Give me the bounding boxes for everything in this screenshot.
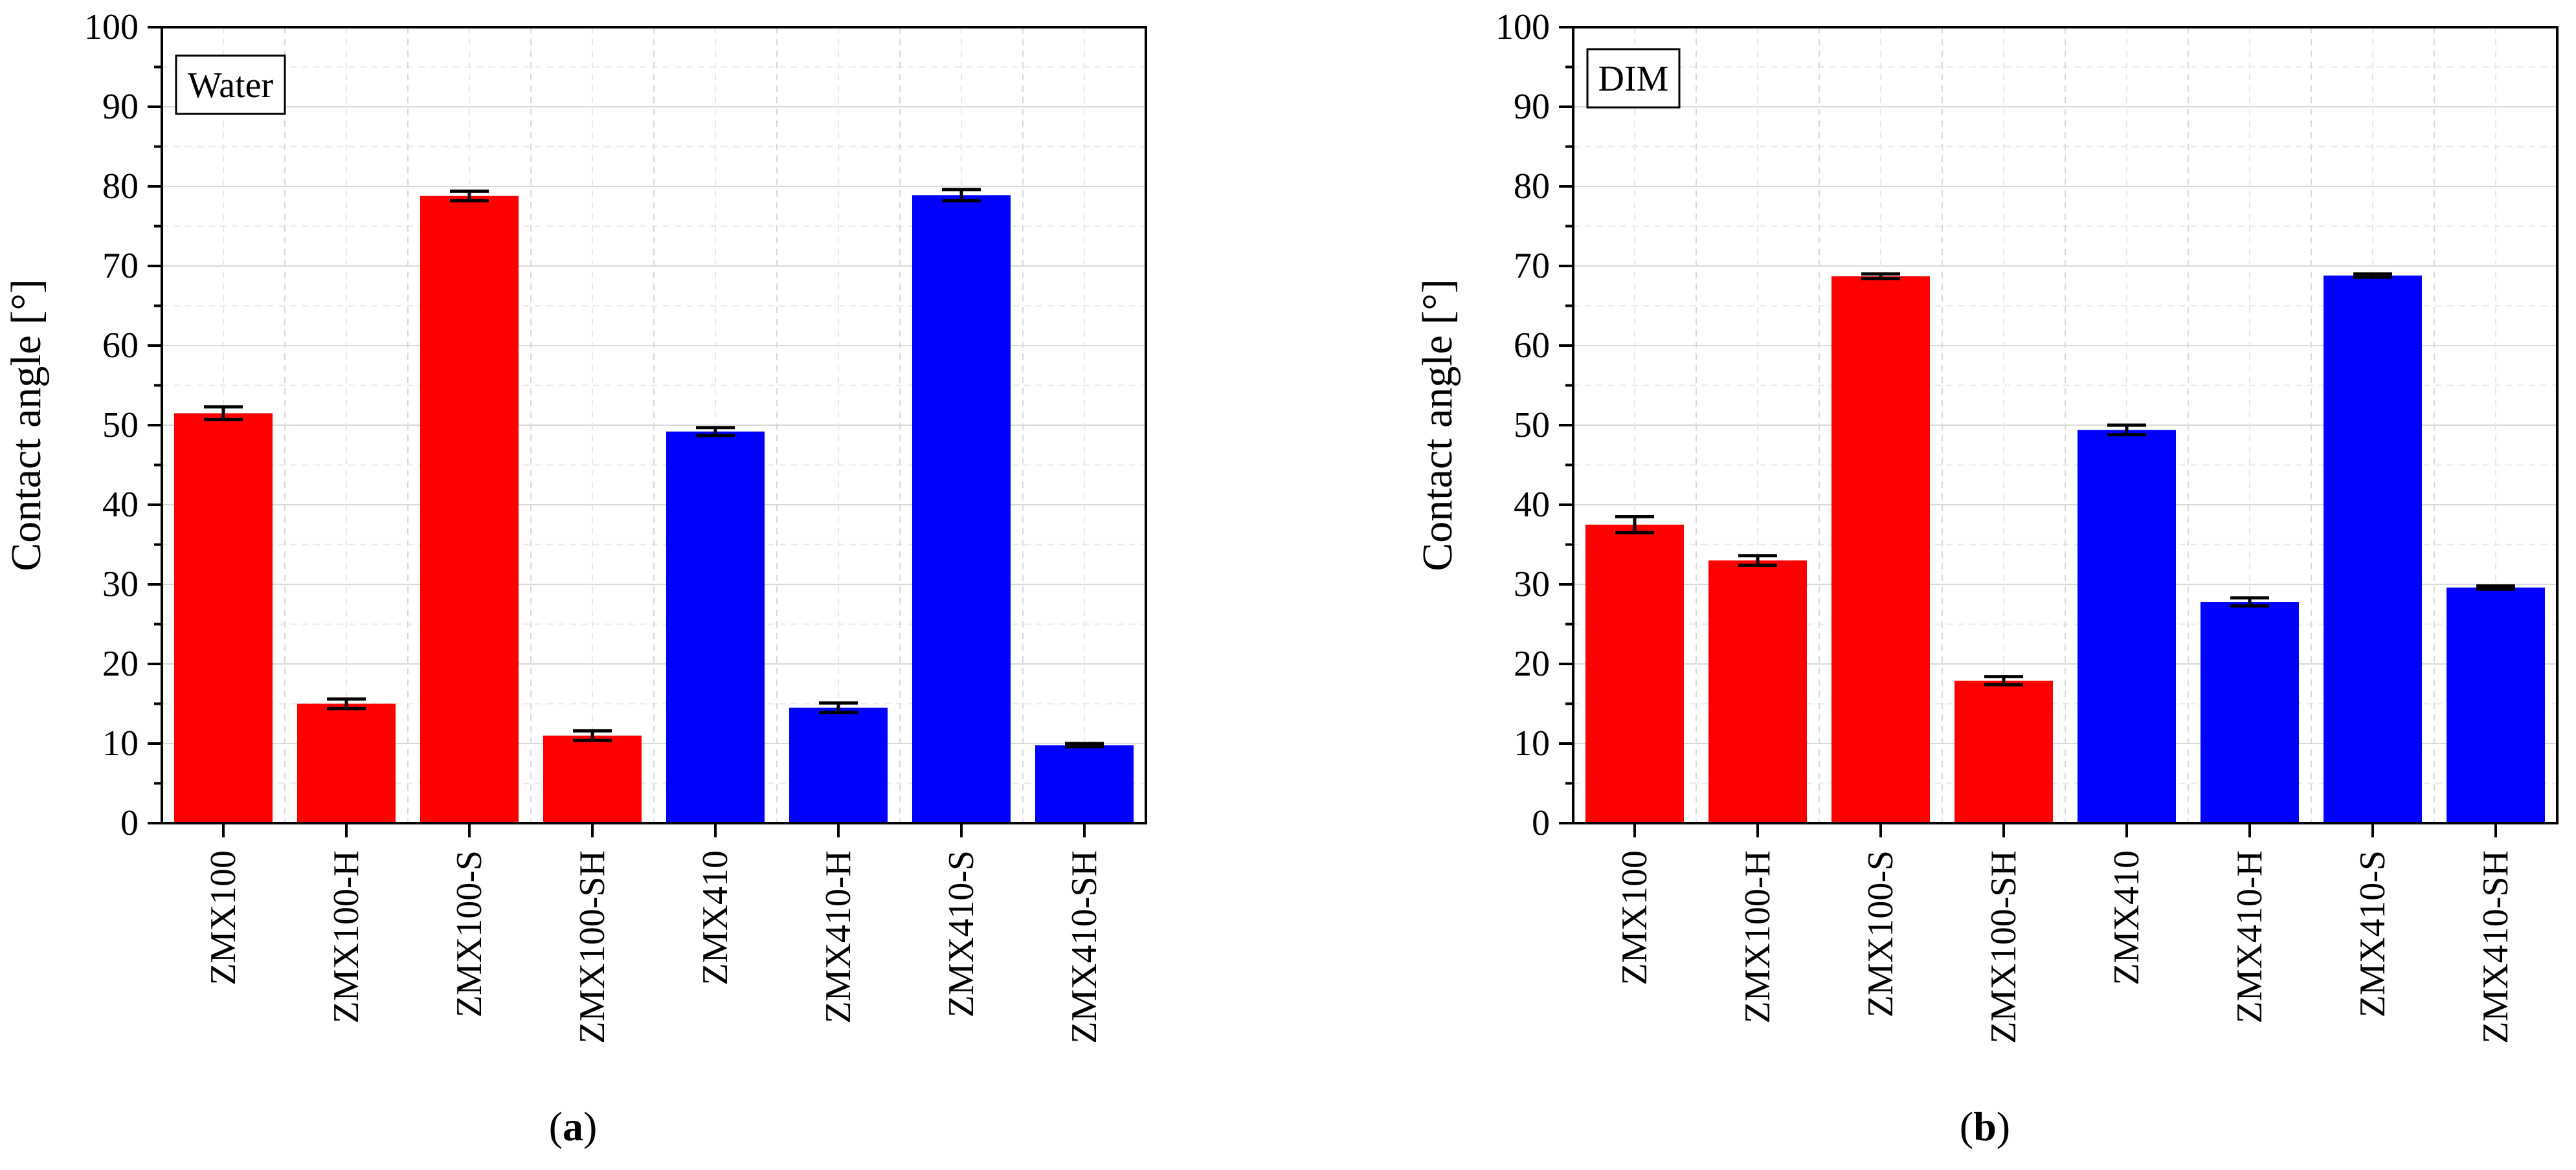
x-tick-label: ZMX410-H bbox=[818, 850, 858, 1024]
y-tick-label: 50 bbox=[102, 405, 139, 445]
x-tick-label: ZMX410 bbox=[695, 850, 735, 985]
x-tick-label: ZMX410-S bbox=[941, 850, 981, 1017]
error-bar-zmx100-sh bbox=[1984, 675, 2023, 687]
x-tick-label: ZMX100-S bbox=[449, 850, 489, 1017]
error-bar-zmx410-sh bbox=[2476, 584, 2515, 591]
x-tick-label: ZMX100-S bbox=[1861, 850, 1901, 1017]
y-tick-label: 80 bbox=[1514, 166, 1550, 206]
bar-zmx100-h bbox=[1708, 560, 1807, 823]
error-bar-zmx410-sh bbox=[1065, 742, 1104, 749]
y-tick-label: 10 bbox=[102, 723, 139, 764]
y-tick-label: 30 bbox=[1514, 564, 1550, 604]
caption-b: (b) bbox=[1960, 1103, 2010, 1149]
x-tick-label: ZMX100-H bbox=[326, 850, 366, 1024]
liquid-label-box: DIM bbox=[1586, 48, 1681, 109]
y-tick-label: 30 bbox=[102, 564, 139, 604]
y-tick-label: 70 bbox=[102, 246, 139, 286]
error-bar-zmx100 bbox=[1615, 514, 1654, 535]
y-tick-label: 100 bbox=[84, 7, 139, 47]
error-bar-zmx410-s bbox=[2353, 272, 2392, 279]
bar-zmx410-s bbox=[2324, 275, 2422, 823]
y-tick-label: 0 bbox=[120, 803, 139, 843]
bar-zmx100 bbox=[1585, 524, 1684, 823]
error-bar-zmx410 bbox=[2107, 423, 2146, 437]
error-bar-zmx410 bbox=[696, 426, 735, 437]
svg-text:DIM: DIM bbox=[1598, 59, 1669, 99]
x-tick-label: ZMX100 bbox=[1615, 850, 1655, 985]
x-tick-label: ZMX100-SH bbox=[1984, 850, 2024, 1044]
y-tick-label: 80 bbox=[102, 166, 139, 206]
x-tick-label: ZMX100-H bbox=[1738, 850, 1778, 1024]
chart-panel-b: 0 10 20 30 40 50 60 70 80 90 100 ZMX100 ZMX100-H ZMX1… bbox=[1414, 7, 2559, 1044]
y-tick-label: 60 bbox=[1514, 326, 1550, 366]
error-bar-zmx410-h bbox=[2230, 596, 2269, 608]
x-tick-label: ZMX410-SH bbox=[1064, 850, 1104, 1044]
chart-panel-a: 0 10 20 30 40 50 60 70 80 90 100 ZMX100 ZMX100-H ZMX1… bbox=[3, 7, 1147, 1044]
bar-zmx100-sh bbox=[1954, 680, 2053, 823]
error-bar-zmx100-h bbox=[1738, 554, 1777, 567]
x-tick-label: ZMX100-SH bbox=[572, 850, 612, 1044]
y-axis-label: Contact angle [°] bbox=[3, 279, 50, 571]
bar-zmx410-sh bbox=[2447, 587, 2545, 823]
x-tick-label: ZMX410-SH bbox=[2476, 850, 2516, 1044]
error-bar-zmx100 bbox=[204, 405, 243, 421]
bar-zmx100 bbox=[174, 413, 273, 823]
error-bar-zmx100-s bbox=[450, 189, 489, 203]
bar-zmx410-h bbox=[2201, 602, 2299, 823]
error-bar-zmx100-sh bbox=[573, 729, 612, 742]
bar-zmx100-h bbox=[297, 703, 396, 823]
y-tick-label: 100 bbox=[1495, 7, 1550, 47]
x-tick-label: ZMX410 bbox=[2107, 850, 2147, 985]
y-tick-label: 40 bbox=[1514, 485, 1550, 525]
bar-zmx410 bbox=[666, 431, 765, 823]
y-tick-label: 90 bbox=[1514, 87, 1550, 127]
y-tick-label: 50 bbox=[1514, 405, 1550, 445]
y-tick-label: 20 bbox=[102, 644, 139, 684]
x-tick-label: ZMX410-S bbox=[2353, 850, 2393, 1017]
error-bar-zmx410-h bbox=[819, 701, 858, 714]
bar-zmx410 bbox=[2078, 430, 2176, 823]
y-tick-label: 60 bbox=[102, 326, 139, 366]
svg-text:Water: Water bbox=[188, 65, 274, 105]
y-axis-label: Contact angle [°] bbox=[1414, 279, 1461, 571]
error-bar-zmx100-h bbox=[327, 697, 366, 711]
bar-zmx410-sh bbox=[1035, 745, 1134, 823]
bar-zmx100-sh bbox=[543, 735, 642, 823]
x-tick-label: ZMX410-H bbox=[2230, 850, 2270, 1024]
y-tick-label: 10 bbox=[1514, 723, 1550, 764]
error-bar-zmx410-s bbox=[942, 188, 981, 203]
bar-zmx410-h bbox=[789, 707, 888, 823]
bar-zmx100-s bbox=[420, 195, 519, 823]
error-bar-zmx100-s bbox=[1861, 272, 1900, 281]
bar-zmx100-s bbox=[1831, 276, 1930, 823]
bar-zmx410-s bbox=[912, 195, 1011, 823]
y-tick-label: 40 bbox=[102, 485, 139, 525]
x-tick-label: ZMX100 bbox=[203, 850, 243, 985]
y-tick-label: 90 bbox=[102, 87, 139, 127]
y-tick-label: 70 bbox=[1514, 246, 1550, 286]
y-tick-label: 20 bbox=[1514, 644, 1550, 684]
caption-a: (a) bbox=[549, 1103, 598, 1149]
y-tick-label: 0 bbox=[1532, 803, 1550, 843]
liquid-label-box: Water bbox=[175, 54, 286, 115]
